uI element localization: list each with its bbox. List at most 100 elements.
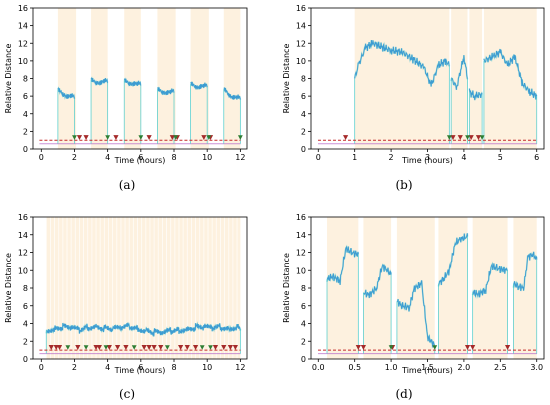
- event-marker-red: [221, 345, 227, 350]
- event-marker-red: [93, 345, 99, 350]
- y-tick-label: 10: [18, 57, 28, 66]
- event-marker-red: [470, 345, 476, 350]
- x-tick-label: 6: [138, 363, 143, 372]
- y-tick-label: 6: [301, 92, 306, 101]
- x-tick-label: 10: [202, 153, 212, 162]
- y-tick-label: 10: [296, 57, 306, 66]
- y-tick-label: 4: [301, 110, 306, 119]
- series-line: [90, 77, 109, 86]
- x-tick-label: 6: [534, 153, 539, 162]
- y-tick-label: 4: [301, 320, 306, 329]
- event-marker-red: [115, 345, 121, 350]
- event-marker-green: [206, 135, 212, 140]
- x-tick-label: 2.5: [494, 363, 507, 372]
- y-tick-label: 0: [23, 355, 28, 364]
- event-marker-red: [76, 135, 83, 141]
- y-tick-label: 6: [23, 302, 28, 311]
- event-marker-red: [464, 345, 471, 350]
- y-tick-label: 0: [301, 145, 306, 154]
- y-tick-label: 0: [23, 145, 28, 154]
- y-tick-label: 2: [23, 337, 28, 346]
- chart-panel-3: 0 2 4 6 8 10 12 14 16 0 2 4 6 8 10 12 Time (hours) Relati…: [4, 213, 248, 375]
- x-tick-label: 0.0: [312, 363, 325, 372]
- event-marker-green: [164, 345, 170, 350]
- x-tick-label: 0: [316, 153, 321, 162]
- event-marker-red: [227, 345, 234, 350]
- shaded-interval: [57, 8, 77, 149]
- x-tick-label: 12: [235, 153, 245, 162]
- x-tick-label: 2: [389, 153, 394, 162]
- event-marker-red: [178, 345, 184, 350]
- y-tick-label: 8: [23, 75, 28, 84]
- event-marker-red: [123, 345, 129, 350]
- event-marker-red: [355, 345, 361, 350]
- y-tick-label: 4: [23, 110, 28, 119]
- y-tick-label: 2: [301, 337, 306, 346]
- series-line: [157, 87, 175, 96]
- caption-d: (d): [395, 387, 413, 401]
- event-marker-red: [96, 345, 102, 350]
- event-marker-green: [83, 345, 89, 350]
- x-tick-label: 3.0: [530, 363, 543, 372]
- y-tick-label: 0: [301, 355, 306, 364]
- event-marker-red: [151, 345, 157, 350]
- chart-panel-1: 0 2 4 6 8 10 12 14 16 0 2 4 6 8 10 12 Time (hours) Relati…: [4, 4, 248, 165]
- y-tick-label: 4: [23, 320, 28, 329]
- event-marker-red: [212, 345, 219, 350]
- chart-panel-4: 0 2 4 6 8 10 12 14 16 0.0 0.5 1.0 1.5 2.0 2.5 3.0 Time (…: [282, 213, 545, 375]
- shaded-interval: [124, 8, 141, 149]
- x-tick-label: 2.0: [458, 363, 471, 372]
- event-marker-red: [113, 135, 119, 141]
- event-marker-green: [479, 135, 485, 140]
- event-marker-green: [446, 135, 452, 140]
- series-line: [190, 81, 208, 90]
- series-line: [45, 322, 241, 337]
- x-tick-label: 4: [105, 363, 110, 372]
- x-tick-label: 2: [72, 153, 77, 162]
- event-marker-red: [53, 345, 59, 350]
- event-marker-green: [465, 135, 470, 140]
- y-axis-label: Relative Distance: [4, 253, 13, 323]
- x-tick-label: 2: [72, 363, 77, 372]
- series-line: [223, 87, 241, 100]
- y-tick-label: 14: [18, 231, 28, 240]
- event-marker-red: [504, 345, 511, 350]
- event-marker-green: [388, 345, 394, 350]
- event-marker-red: [184, 345, 190, 350]
- y-tick-label: 10: [296, 266, 306, 275]
- series-line: [326, 245, 359, 285]
- y-tick-label: 16: [18, 4, 28, 13]
- series-line: [437, 233, 468, 287]
- y-tick-label: 12: [296, 39, 306, 48]
- series-line: [483, 48, 538, 100]
- event-marker-red: [457, 135, 463, 141]
- y-tick-label: 12: [18, 249, 28, 258]
- x-axis-label: Time (hours): [401, 366, 453, 375]
- x-tick-label: 10: [202, 363, 212, 372]
- shaded-interval: [469, 8, 483, 149]
- shaded-interval: [472, 217, 508, 359]
- event-marker-green: [131, 345, 137, 350]
- shaded-interval: [354, 8, 450, 149]
- shaded-interval: [91, 8, 108, 149]
- x-tick-label: 6: [138, 153, 143, 162]
- event-marker-red: [232, 345, 238, 350]
- event-marker-green: [103, 345, 109, 350]
- x-tick-label: 5: [498, 153, 503, 162]
- y-tick-label: 2: [23, 127, 28, 136]
- series-line: [468, 88, 483, 101]
- y-axis-label: Relative Distance: [4, 44, 13, 114]
- event-marker-red: [75, 345, 81, 350]
- event-marker-red: [192, 345, 199, 350]
- event-marker-red: [475, 135, 482, 141]
- x-tick-label: 1.5: [421, 363, 434, 372]
- event-marker-red: [48, 345, 54, 350]
- event-marker-green: [105, 135, 111, 140]
- shaded-interval: [223, 8, 241, 149]
- x-axis-label: Time (hours): [114, 156, 166, 165]
- event-marker-red: [201, 135, 207, 141]
- x-axis-label: Time (hours): [401, 156, 453, 165]
- event-marker-green: [72, 135, 77, 140]
- event-marker-red: [56, 345, 63, 350]
